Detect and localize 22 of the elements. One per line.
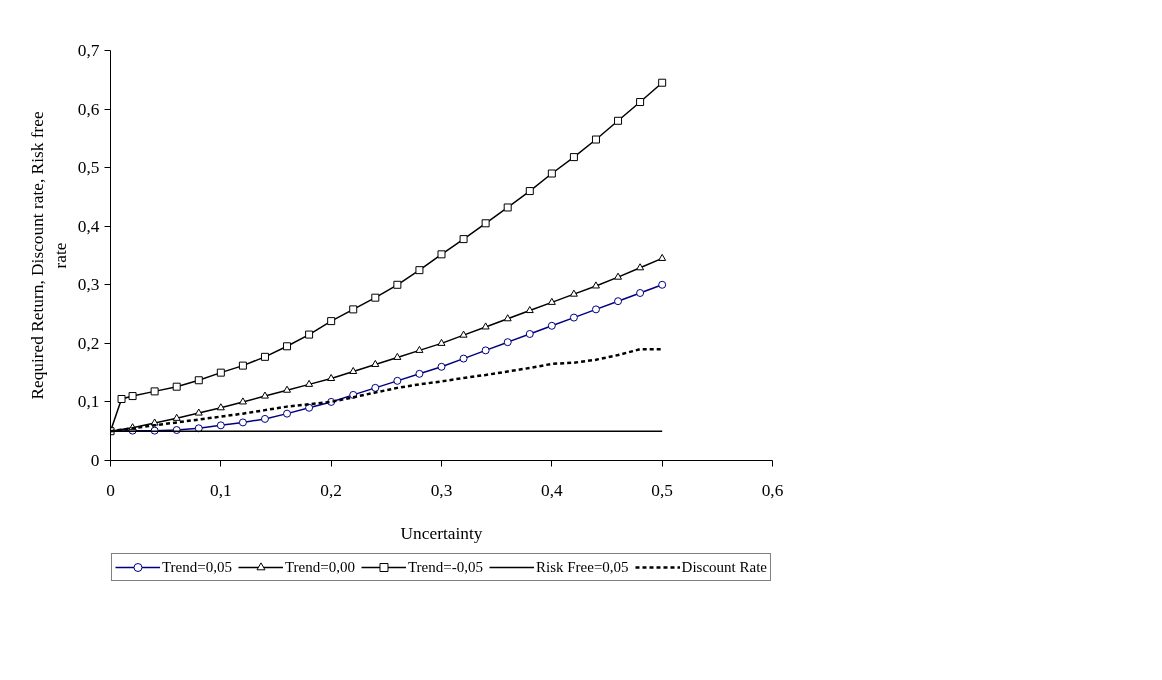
legend-label: Trend=-0,05 [407, 558, 483, 576]
x-tick-label: 0,6 [761, 480, 784, 500]
x-tick-label: 0,1 [210, 480, 232, 500]
y-tick-label: 0 [90, 451, 100, 470]
x-tick-label: 0,3 [430, 480, 453, 500]
y-tick-label: 0,5 [77, 158, 100, 178]
legend-label: Discount Rate [681, 558, 768, 576]
y-tick-label: 0,1 [77, 392, 100, 412]
legend-label: Trend=0,05 [161, 558, 232, 576]
x-tick-label: 0,5 [651, 480, 674, 500]
x-tick-label: 0,4 [541, 480, 563, 500]
y-axis-title: Required Return, Discount rate, Risk free rate [28, 111, 70, 400]
x-tick-label: 0,2 [320, 480, 343, 500]
y-tick-label: 0,3 [77, 275, 100, 295]
y-tick-label: 0,7 [77, 41, 100, 60]
legend-label: Risk Free=0,05 [535, 558, 629, 576]
y-tick-label: 0,2 [77, 333, 100, 353]
x-axis-title: Uncertainty [400, 523, 483, 543]
x-tick-label: 0 [106, 480, 115, 500]
y-tick-label: 0,4 [77, 216, 100, 236]
y-tick-label: 0,6 [77, 99, 100, 119]
legend-label: Trend=0,00 [284, 558, 355, 576]
